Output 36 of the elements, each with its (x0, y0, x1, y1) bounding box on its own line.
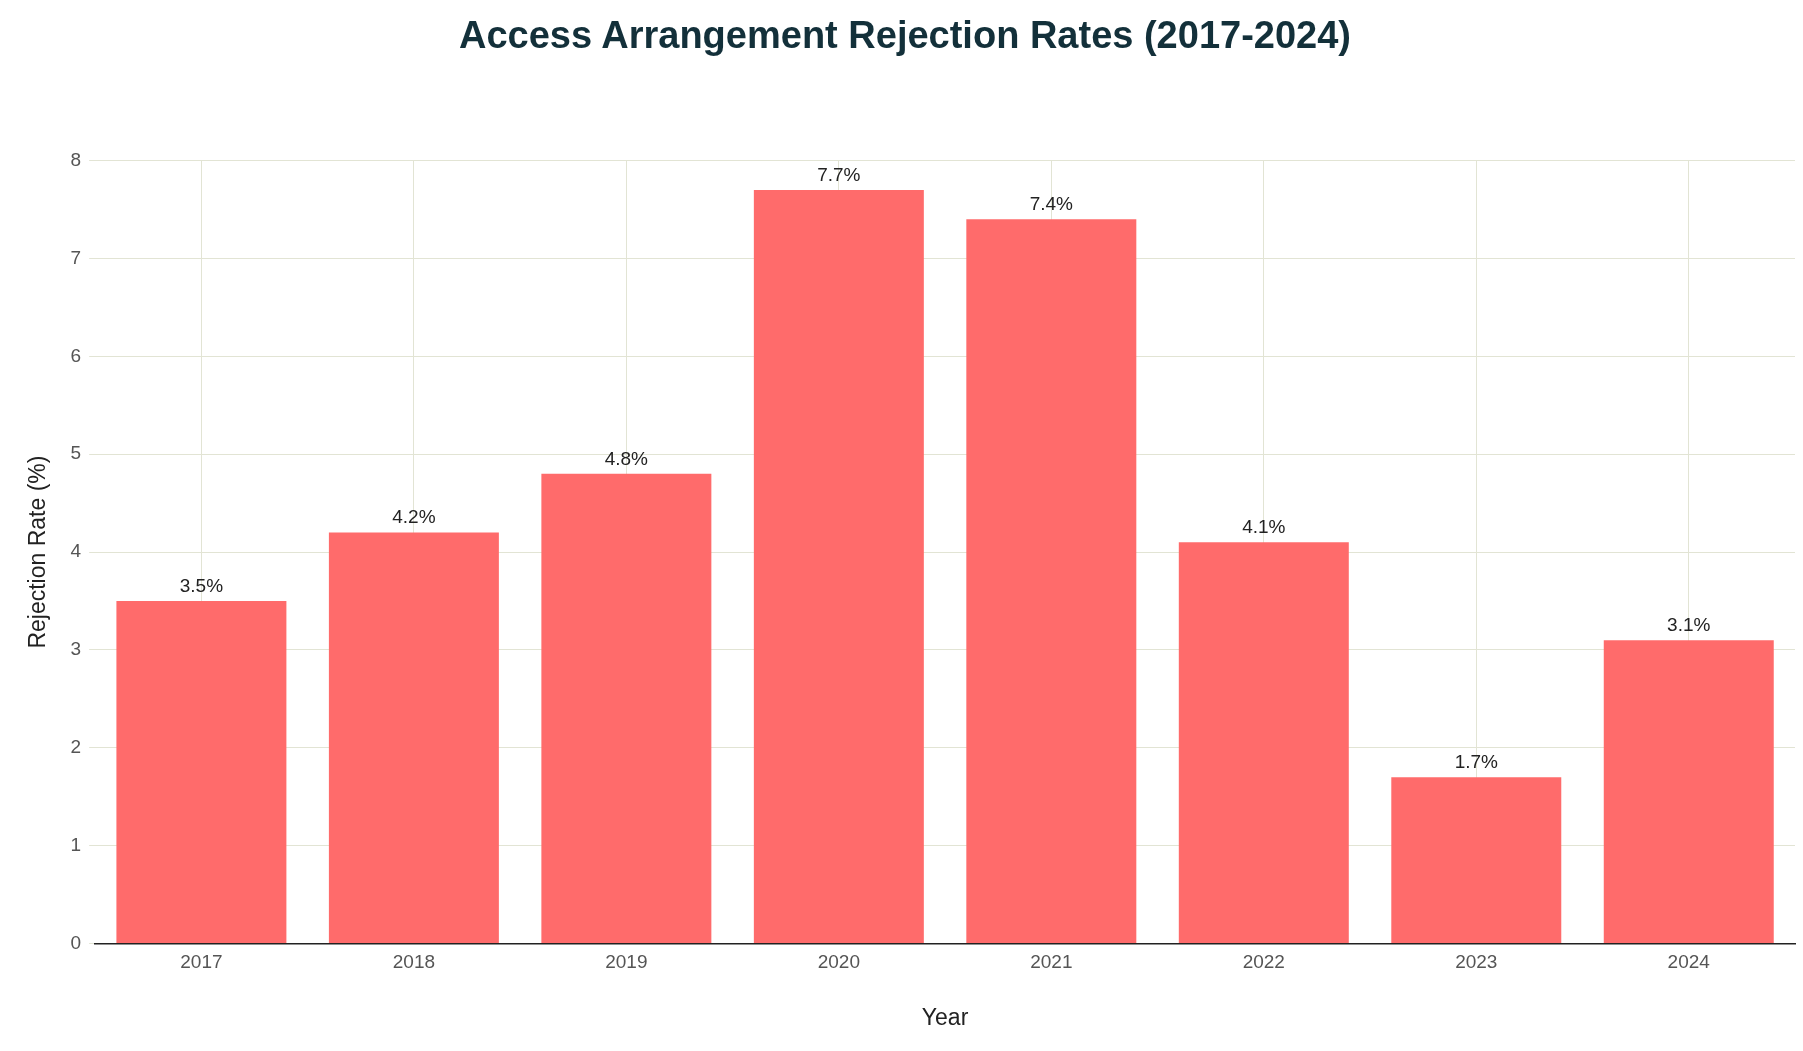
bar (541, 473, 712, 944)
x-tick-label: 2021 (1030, 951, 1073, 973)
x-tick-label: 2018 (392, 951, 436, 973)
x-axis-title: Year (921, 1003, 969, 1030)
y-tick-label: 6 (70, 344, 82, 366)
x-tick-label: 2022 (1242, 951, 1285, 973)
x-tick-label: 2019 (605, 951, 648, 973)
x-tick-label: 2023 (1455, 951, 1498, 973)
data-label: 4.1% (1242, 516, 1286, 538)
bar (966, 219, 1137, 944)
x-tick-label: 2017 (180, 951, 223, 973)
y-tick-label: 2 (70, 736, 82, 758)
y-tick-label: 0 (70, 931, 82, 953)
bar (753, 189, 924, 944)
bar (1178, 542, 1349, 944)
y-tick-label: 3 (70, 638, 82, 660)
data-label: 3.1% (1667, 613, 1711, 635)
x-tick-label: 2020 (817, 951, 860, 973)
data-label: 3.5% (179, 574, 224, 596)
data-label: 4.8% (604, 447, 649, 469)
data-label: 4.2% (392, 506, 436, 528)
y-tick-label: 4 (70, 540, 82, 562)
y-tick-label: 5 (70, 442, 82, 464)
y-axis-title: Rejection Rate (%) (24, 455, 51, 649)
chart-title: Access Arrangement Rejection Rates (2017-2024) (459, 14, 1351, 57)
bar (1391, 777, 1562, 944)
x-tick-label: 2024 (1667, 951, 1711, 973)
data-label: 1.7% (1454, 750, 1499, 772)
y-tick-label: 1 (70, 833, 82, 855)
data-label: 7.4% (1029, 193, 1074, 215)
bar (1603, 640, 1774, 944)
y-tick-label: 8 (70, 148, 82, 170)
data-label: 7.7% (817, 163, 861, 185)
bar (116, 601, 287, 944)
y-tick-label: 7 (70, 246, 82, 268)
bar (328, 532, 499, 944)
